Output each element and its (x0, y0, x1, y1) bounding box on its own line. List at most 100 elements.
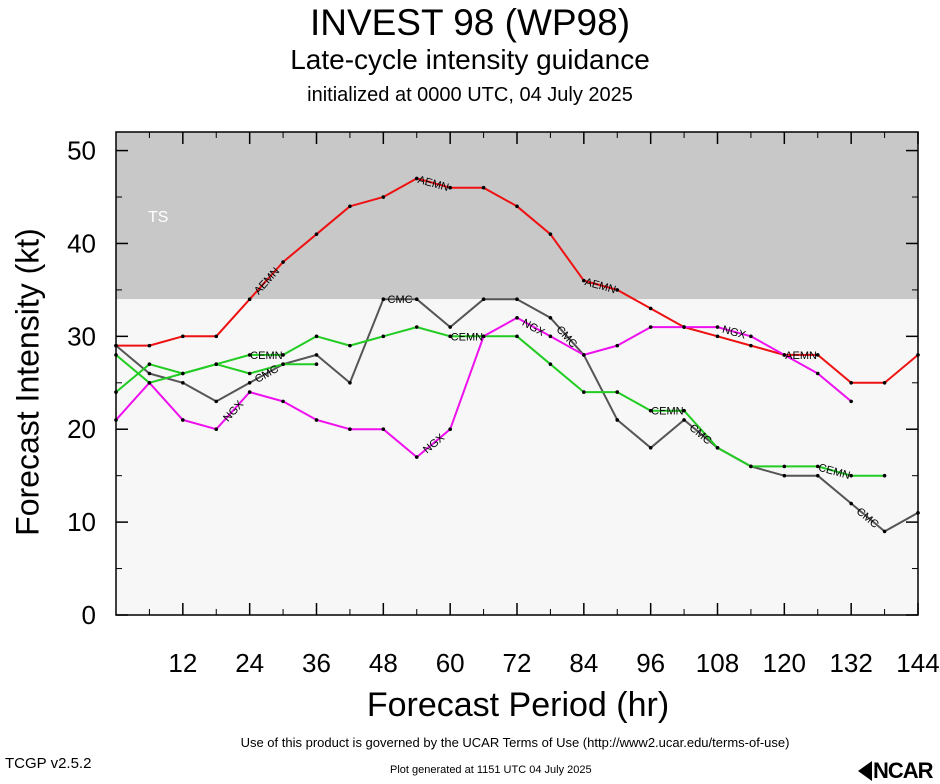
initialization-time: initialized at 0000 UTC, 04 July 2025 (307, 84, 633, 106)
data-point-aemn (882, 380, 887, 385)
data-point-cemn (414, 325, 419, 329)
data-point-aemn (281, 260, 285, 264)
y-tick-label: 20 (67, 414, 96, 444)
data-point-cemn (882, 473, 887, 478)
data-point-cemn (348, 343, 352, 348)
ncar-logo: NCAR (858, 758, 934, 784)
y-tick-label: 10 (67, 507, 96, 537)
data-point-cemn (448, 334, 452, 339)
data-point-aux-4 (214, 362, 219, 367)
data-point-aux-4 (147, 380, 152, 385)
data-point-cemn (715, 446, 720, 450)
x-tick-label: 12 (168, 648, 197, 678)
data-point-aemn (749, 343, 753, 348)
band-1 (116, 299, 918, 615)
y-axis-label: Forecast Intensity (kt) (9, 228, 46, 536)
data-point-cmc (314, 353, 319, 357)
data-point-cmc (214, 399, 219, 404)
data-point-cmc (381, 297, 386, 301)
data-point-cmc (782, 473, 787, 478)
data-point-cemn (782, 464, 787, 469)
data-point-aemn (481, 185, 486, 190)
ncar-logo-text: NCAR (873, 758, 934, 783)
series-label-aemn: AEMN (785, 350, 817, 362)
data-point-cemn (515, 334, 519, 339)
data-point-cmc (414, 297, 419, 301)
data-point-cemn (749, 464, 753, 469)
data-point-cmc (849, 501, 853, 506)
data-point-ngx (715, 325, 720, 329)
data-point-aemn (615, 288, 620, 292)
data-point-cmc (247, 380, 252, 385)
data-point-ngx (648, 325, 653, 329)
data-point-ngx (348, 427, 352, 432)
data-point-ngx (281, 399, 285, 404)
data-point-cmc (682, 418, 686, 422)
data-point-ngx (815, 371, 820, 376)
data-point-cmc (548, 315, 553, 320)
series-label-cmc: CMC (388, 294, 413, 306)
data-point-ngx (548, 334, 553, 339)
data-point-ngx (381, 427, 386, 432)
version-label: TCGP v2.5.2 (5, 755, 92, 772)
data-point-aemn (715, 334, 720, 339)
data-point-aemn (314, 232, 319, 236)
chart-axes: 0 10 20 30 40 50 12 24 36 48 60 72 84 96 108 120 132 144 (67, 131, 940, 678)
data-point-ngx (214, 427, 219, 432)
data-point-ngx (749, 334, 753, 339)
ncar-logo-icon (858, 761, 872, 781)
plot-generated-time: Plot generated at 1151 UTC 04 July 2025 (390, 764, 592, 776)
terms-of-use: Use of this product is governed by the U… (240, 735, 790, 750)
data-point-aemn (815, 353, 820, 357)
data-point-ngx (314, 418, 319, 422)
y-tick-label: 30 (67, 321, 96, 351)
data-point-cemn (147, 362, 152, 367)
data-point-aemn (548, 232, 553, 236)
data-point-aemn (247, 297, 252, 301)
data-point-cmc (815, 473, 820, 478)
series-line-cemn (115, 326, 885, 477)
x-tick-label: 24 (235, 648, 264, 678)
series-lines (114, 176, 920, 534)
data-point-ngx (181, 418, 185, 422)
x-tick-label: 72 (503, 648, 532, 678)
data-point-cemn (648, 408, 653, 413)
data-point-aemn (515, 204, 519, 209)
data-point-aemn (648, 306, 653, 311)
data-point-cmc (882, 529, 887, 534)
data-point-cemn (849, 473, 853, 478)
data-point-aemn (181, 334, 185, 339)
data-point-cemn (381, 334, 386, 339)
x-tick-label: 84 (569, 648, 598, 678)
x-tick-label: 36 (302, 648, 331, 678)
data-point-aemn (448, 185, 452, 190)
data-point-aemn (381, 195, 386, 199)
x-tick-label: 144 (896, 648, 939, 678)
data-point-ngx (414, 455, 419, 459)
data-point-ngx (849, 399, 853, 404)
data-point-ngx (515, 315, 519, 320)
data-point-aux-4 (281, 362, 285, 367)
series-label-cemn: CEMN (250, 350, 282, 362)
data-point-cemn (247, 353, 252, 357)
band-label-ts: TS (148, 209, 168, 226)
x-tick-label: 96 (636, 648, 665, 678)
data-point-cmc (147, 371, 152, 376)
x-tick-label: 60 (436, 648, 465, 678)
data-point-cemn (582, 390, 586, 394)
y-tick-label: 50 (67, 136, 96, 166)
data-point-cemn (281, 353, 285, 357)
chart-title: INVEST 98 (WP98) (309, 2, 631, 43)
x-tick-label: 108 (696, 648, 739, 678)
x-axis-label: Forecast Period (hr) (366, 686, 670, 724)
series-label-cemn: CEMN (451, 331, 483, 343)
data-point-ngx (615, 343, 620, 348)
chart-subtitle: Late-cycle intensity guidance (290, 44, 650, 75)
y-tick-label: 40 (67, 228, 96, 258)
data-point-aemn (214, 334, 219, 339)
data-point-cmc (515, 297, 519, 301)
data-point-ngx (448, 427, 452, 432)
data-point-cmc (481, 297, 486, 301)
data-point-ngx (247, 390, 252, 394)
